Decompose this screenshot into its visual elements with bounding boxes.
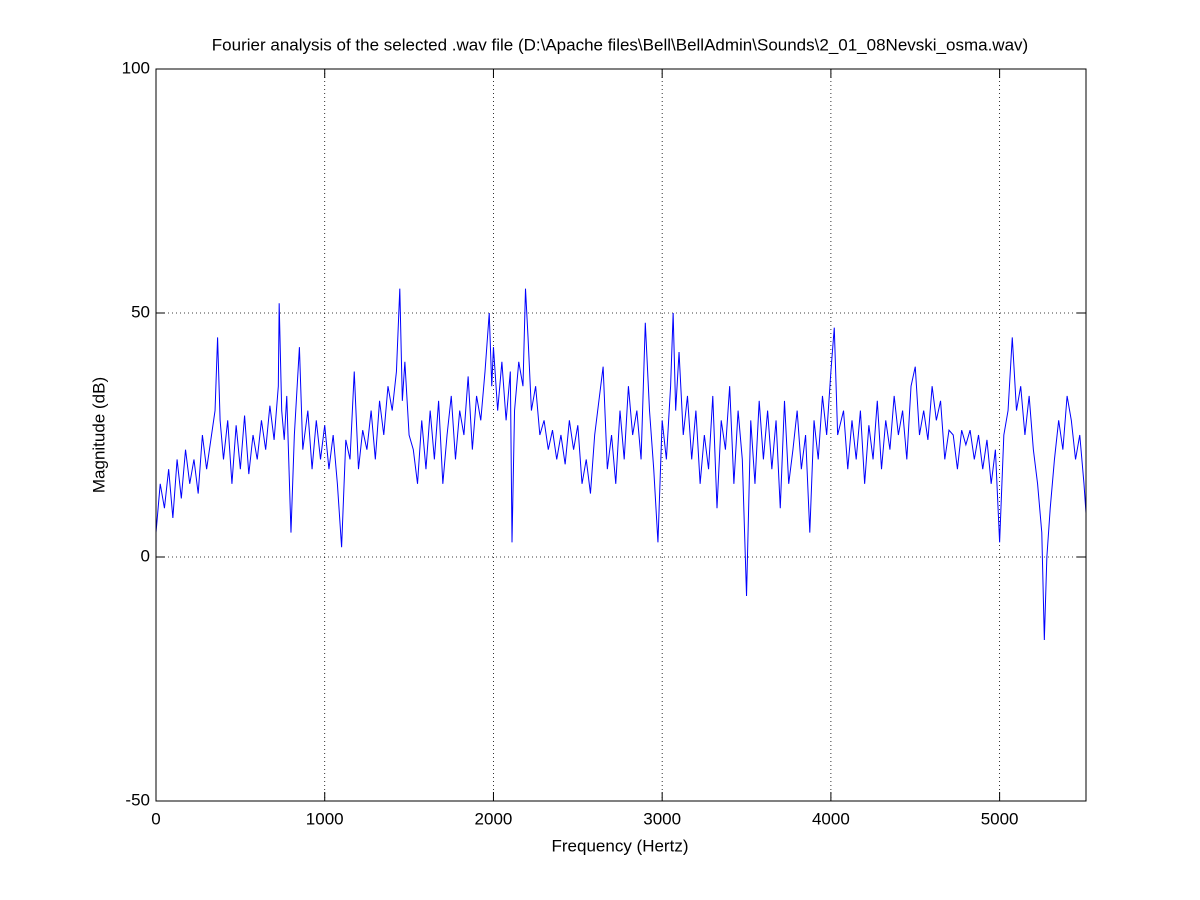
y-axis-label: Magnitude (dB): [89, 377, 108, 493]
x-tick-label: 0: [151, 809, 160, 828]
x-tick-label: 3000: [643, 809, 681, 828]
chart-title: Fourier analysis of the selected .wav fi…: [212, 35, 1028, 54]
y-tick-label: -50: [125, 790, 150, 809]
x-tick-label: 5000: [981, 809, 1019, 828]
x-tick-label: 4000: [812, 809, 850, 828]
x-tick-label: 2000: [475, 809, 513, 828]
plot-frame: [155, 68, 1087, 802]
y-tick-label: 100: [122, 58, 150, 77]
y-tick-label: 0: [141, 546, 150, 565]
x-axis-label: Frequency (Hertz): [552, 836, 689, 855]
x-tick-label: 1000: [306, 809, 344, 828]
y-tick-label: 50: [131, 302, 150, 321]
data-line: [155, 288, 1087, 640]
